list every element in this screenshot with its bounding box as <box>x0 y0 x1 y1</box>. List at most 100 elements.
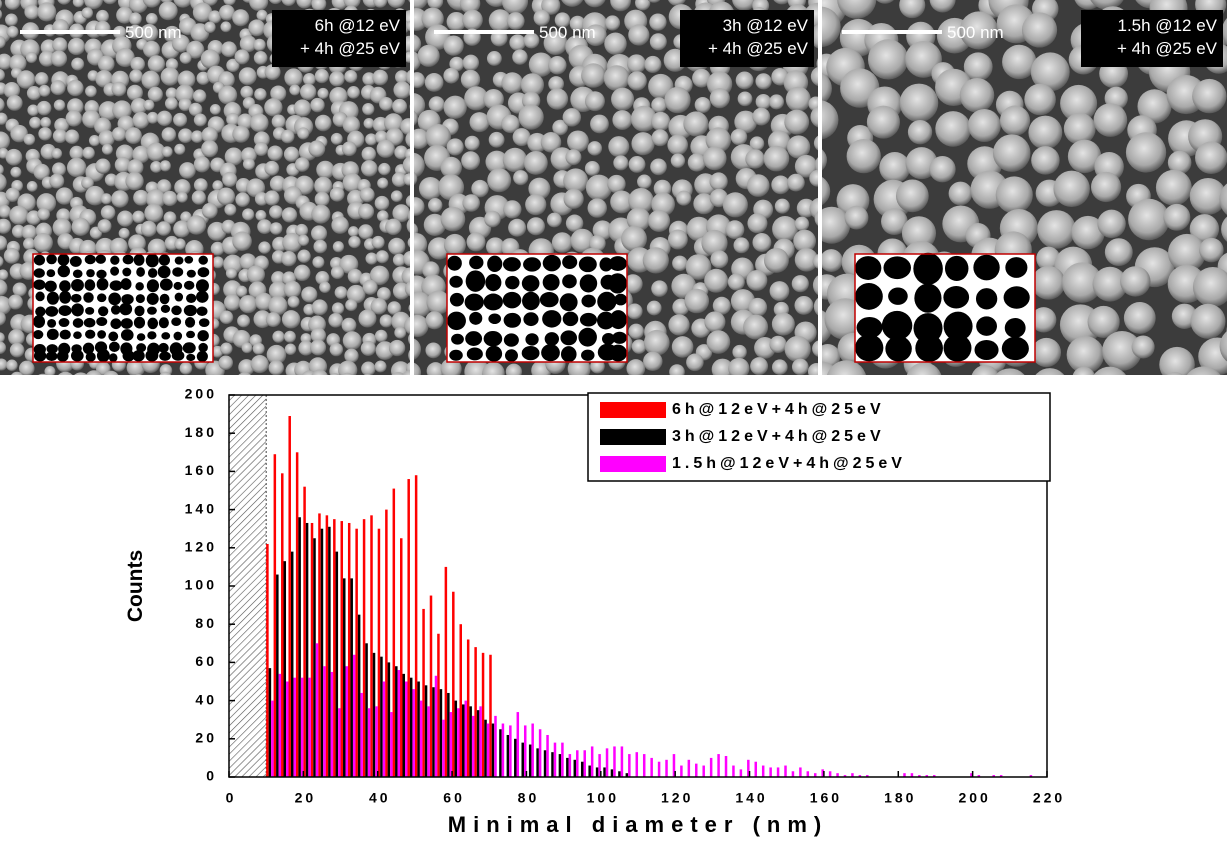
bar <box>474 647 477 777</box>
grain <box>377 178 388 189</box>
bar <box>365 643 368 777</box>
bar <box>502 724 505 777</box>
grain <box>218 356 233 371</box>
inset-grain <box>108 292 121 305</box>
inset-grain <box>597 292 616 311</box>
grain <box>1126 132 1166 172</box>
bar <box>291 552 294 777</box>
inset-grain <box>83 292 93 303</box>
grain <box>204 21 216 33</box>
inset-grain <box>71 294 82 303</box>
grain <box>141 221 157 237</box>
grain <box>1192 79 1226 113</box>
inset-grain <box>71 303 84 316</box>
grain <box>769 336 786 353</box>
grain <box>361 160 378 177</box>
grain <box>1139 382 1162 405</box>
bar <box>725 756 728 777</box>
bar <box>539 729 542 777</box>
grain <box>85 370 103 388</box>
bar <box>400 538 403 777</box>
grain <box>612 110 632 130</box>
grain <box>728 358 749 379</box>
inset-grain <box>580 274 598 292</box>
grain <box>5 13 18 26</box>
grain <box>868 39 908 79</box>
grain <box>723 192 748 217</box>
grain <box>731 129 748 146</box>
grain <box>704 311 725 332</box>
panel-label: 3h @12 eV <box>723 16 809 35</box>
grain <box>360 187 375 202</box>
grain <box>364 118 375 129</box>
grain <box>908 120 932 144</box>
y-tick-label: 160 <box>185 462 217 478</box>
grain <box>1195 142 1227 174</box>
grain <box>268 296 287 315</box>
grain <box>734 237 750 253</box>
x-tick-label: 20 <box>295 790 317 806</box>
grain <box>312 256 324 268</box>
bar <box>388 662 391 777</box>
x-tick-label: 120 <box>661 790 693 806</box>
grain <box>509 34 525 50</box>
grain <box>358 204 374 220</box>
inset-grain <box>160 279 173 291</box>
bar <box>464 701 467 777</box>
grain <box>162 146 173 157</box>
x-tick-label: 140 <box>735 790 767 806</box>
grain <box>794 296 813 315</box>
inset-grain <box>505 276 519 289</box>
inset-grain <box>132 350 144 361</box>
inset-grain <box>58 305 71 316</box>
legend-swatch <box>600 456 666 472</box>
grain <box>51 50 67 66</box>
grain <box>695 97 711 113</box>
grain <box>503 148 527 172</box>
bar <box>551 752 554 777</box>
inset-grain <box>137 333 145 341</box>
grain <box>342 141 357 156</box>
bar <box>531 724 534 777</box>
grain <box>269 205 283 219</box>
grain <box>133 374 145 386</box>
inset-grain <box>545 332 559 346</box>
grain <box>335 286 348 299</box>
grain <box>173 113 187 127</box>
grain <box>272 115 286 129</box>
grain <box>235 49 250 64</box>
bar <box>514 739 517 777</box>
grain <box>996 176 1033 213</box>
grain <box>348 226 359 237</box>
inset-grain <box>59 318 70 327</box>
inset-grain <box>73 331 82 339</box>
grain <box>672 336 694 358</box>
grain <box>202 203 218 219</box>
grain <box>289 84 300 95</box>
grain <box>119 228 130 239</box>
inset-grain <box>147 307 157 315</box>
grain <box>1064 113 1096 145</box>
bar <box>422 609 425 777</box>
bar <box>695 764 698 777</box>
bar <box>410 678 413 777</box>
grain <box>524 151 548 175</box>
bar <box>393 489 396 777</box>
grain <box>1091 172 1121 202</box>
bar <box>603 767 606 777</box>
grain <box>332 302 344 314</box>
grain <box>220 343 232 355</box>
inset-grain <box>196 291 209 303</box>
grain <box>667 135 688 156</box>
inset-grain <box>35 292 44 302</box>
x-tick-label: 60 <box>443 790 465 806</box>
grain <box>756 94 772 110</box>
inset-grain <box>560 330 577 345</box>
inset-grain <box>467 347 483 360</box>
inset-grain <box>610 310 627 329</box>
bar <box>447 693 450 777</box>
grain <box>345 299 357 311</box>
grain <box>284 68 302 86</box>
